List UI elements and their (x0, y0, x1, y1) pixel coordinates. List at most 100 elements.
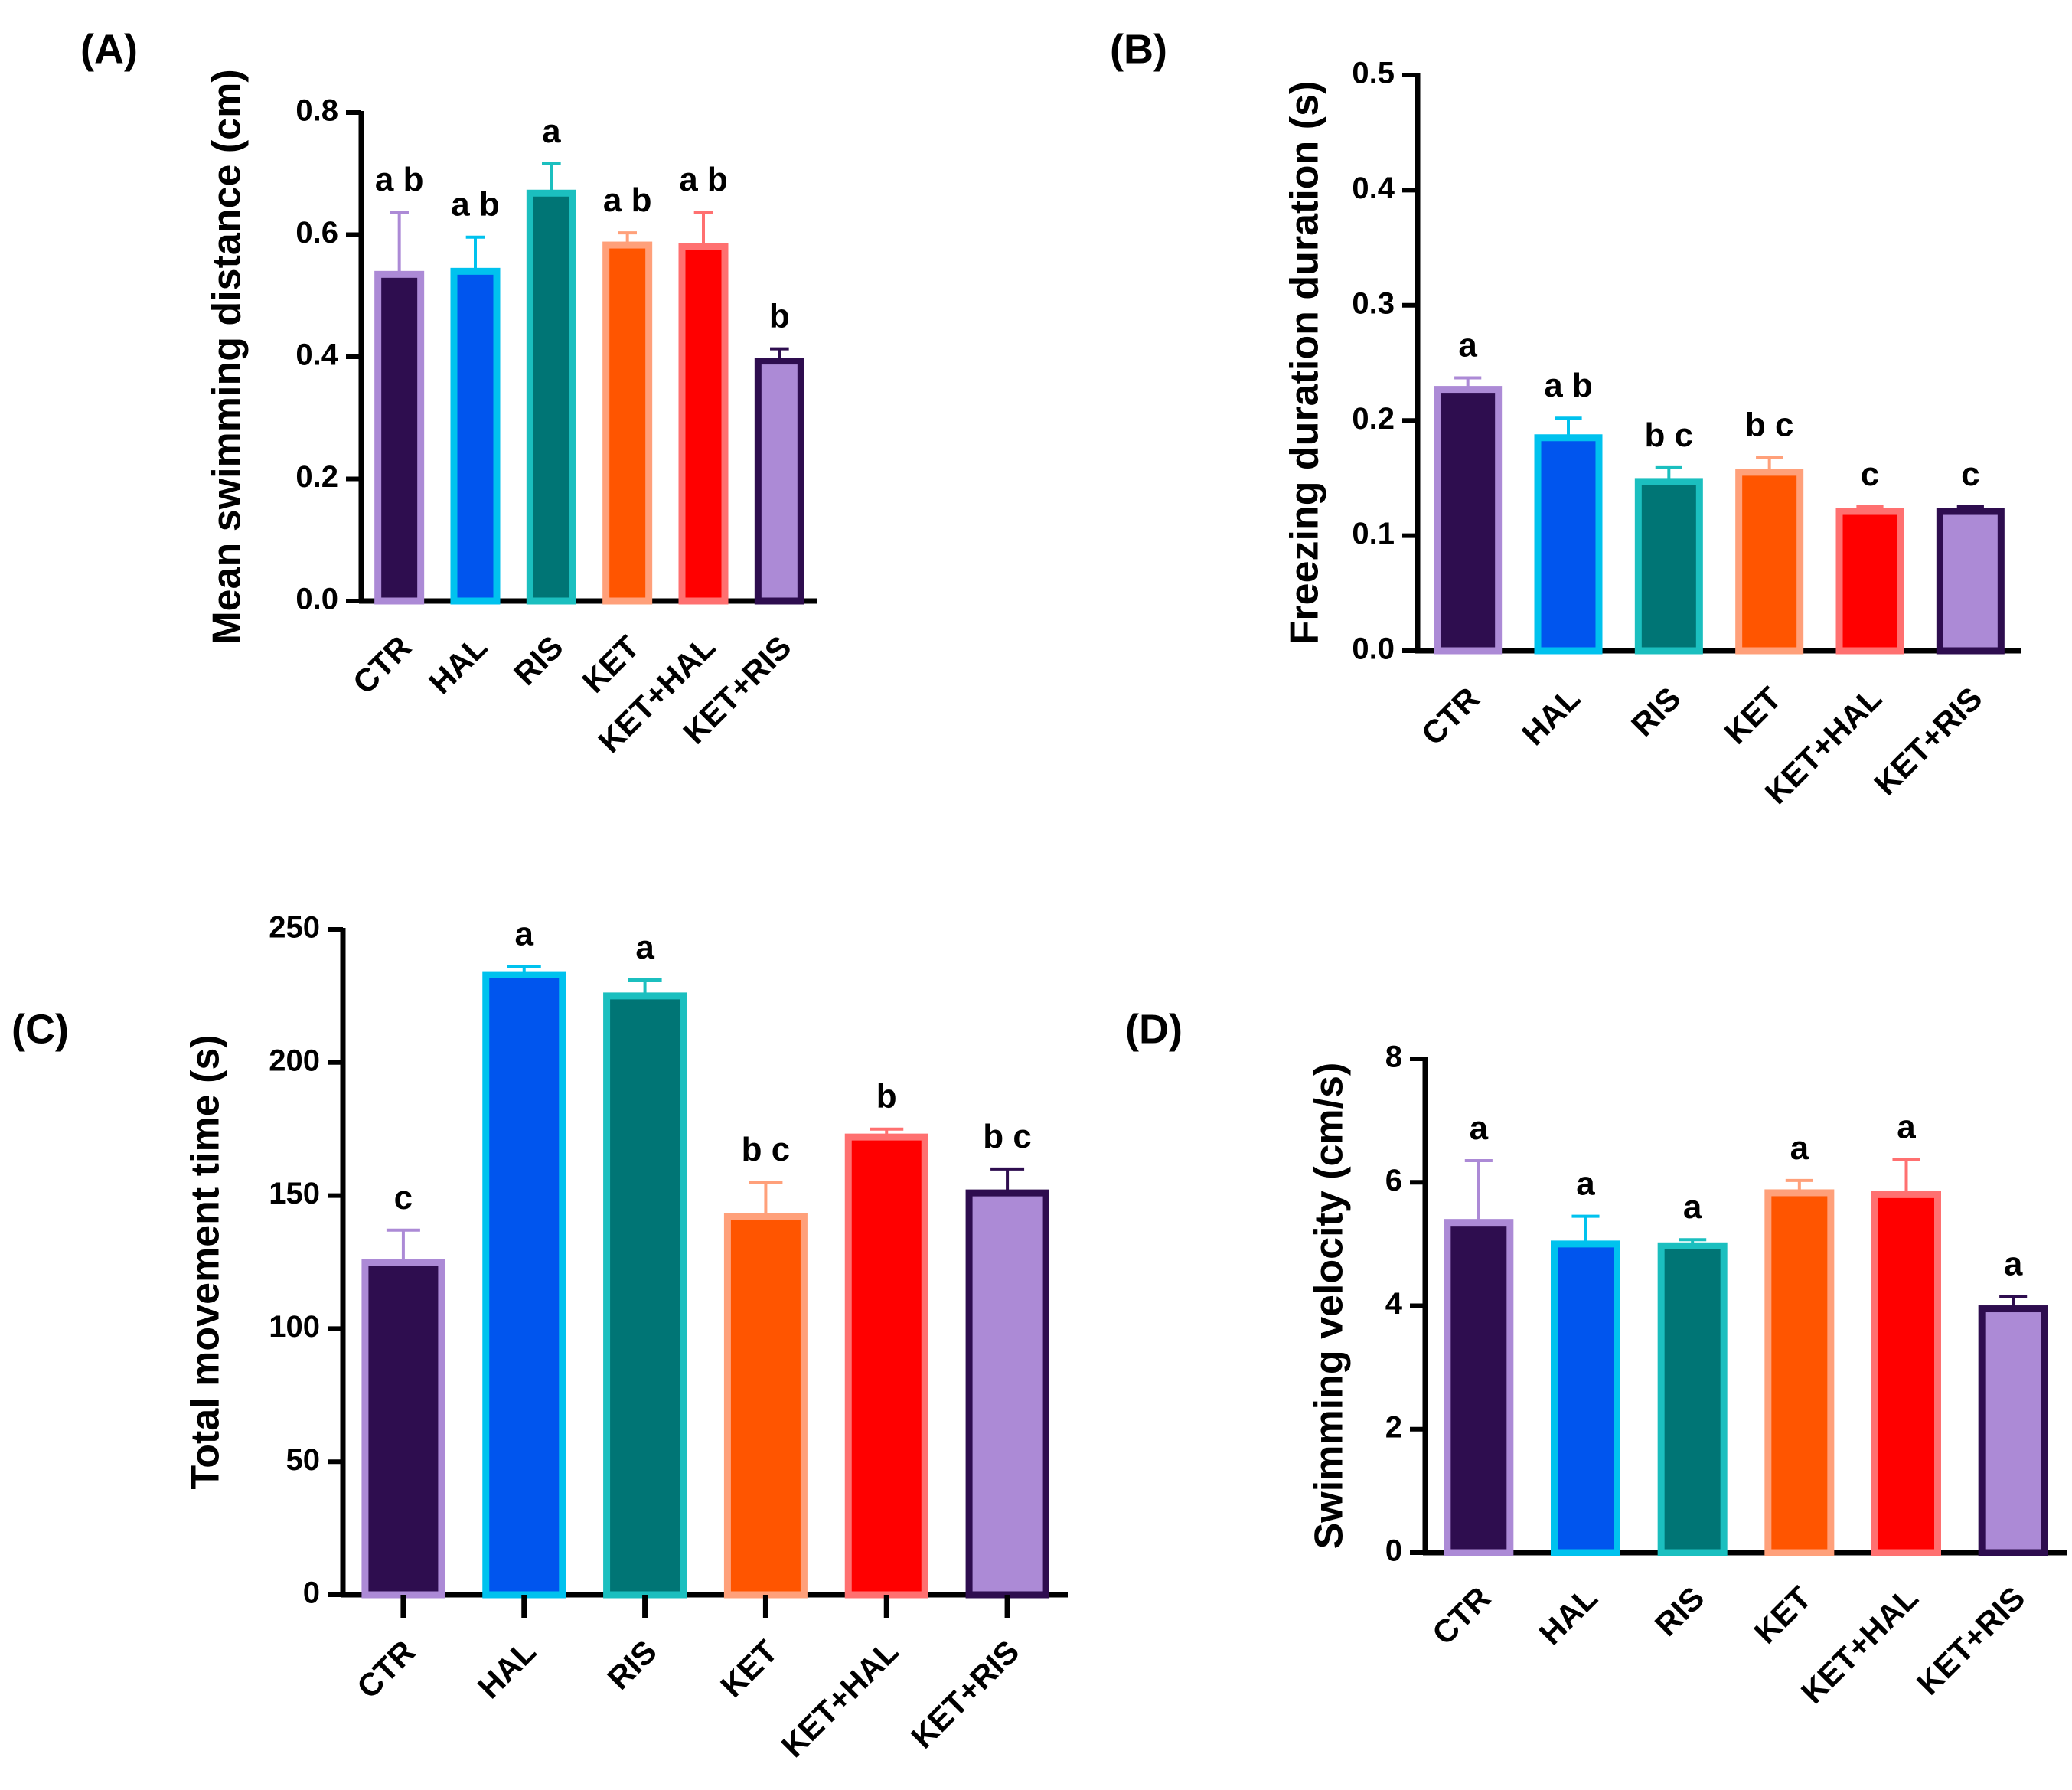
bar-ris (526, 189, 576, 605)
panel-label-d: (D) (1125, 1006, 1183, 1052)
significance-label: a b (451, 186, 500, 224)
bar-ket (723, 1213, 808, 1599)
y-tick-label: 0.6 (295, 216, 338, 250)
panel-d: (D) 0 2 4 6 8 Swimming velocity (cm/s) a CTR a HAL… (1125, 1006, 2067, 1710)
significance-label: c (1961, 456, 1979, 493)
bar-ctr (361, 1259, 445, 1599)
x-category-label: CTR (1415, 680, 1486, 752)
x-category-label: KET (1747, 1579, 1819, 1651)
y-axis-title-d: Swimming velocity (cm/s) (1307, 1063, 1352, 1550)
x-category-label: KET+RIS (1867, 680, 1989, 802)
bar-ket (1735, 469, 1804, 655)
significance-label: c (1861, 456, 1879, 493)
bar-ris (1634, 478, 1703, 655)
bar-ket-ris (965, 1189, 1049, 1599)
panel-label-a: (A) (80, 26, 138, 72)
significance-label: a b (679, 161, 728, 198)
y-tick-label: 200 (269, 1044, 320, 1077)
significance-label: b c (983, 1118, 1032, 1155)
y-tick-label: 8 (1385, 1040, 1402, 1074)
y-tick-label: 100 (269, 1310, 320, 1344)
bar-hal (482, 971, 566, 1599)
significance-label: a b (1544, 367, 1593, 404)
x-category-label: CTR (350, 1633, 422, 1705)
bar-ctr (374, 270, 425, 605)
panel-label-b: (B) (1110, 26, 1167, 72)
significance-label: a (1897, 1108, 1916, 1145)
bar-ket-hal (1871, 1191, 1941, 1556)
significance-label: a (1470, 1109, 1489, 1147)
significance-label: a (1790, 1129, 1809, 1167)
x-category-label: HAL (422, 629, 494, 701)
significance-label: b c (1745, 406, 1794, 443)
y-tick-label: 0.5 (1352, 57, 1395, 90)
significance-label: b (876, 1078, 897, 1115)
significance-label: a (1458, 327, 1477, 364)
y-axis-title-b: Freezing duration duration (s) (1283, 81, 1327, 645)
y-tick-label: 0.4 (1352, 171, 1395, 205)
panel-label-c: (C) (11, 1006, 69, 1052)
x-category-label: HAL (1515, 680, 1587, 752)
bar-ket-hal (1835, 508, 1904, 655)
y-tick-label: 0.0 (1352, 632, 1395, 666)
significance-label: b c (742, 1131, 791, 1168)
y-tick-label: 0.3 (1352, 286, 1395, 320)
y-tick-label: 250 (269, 911, 320, 945)
panel-a: (A) 0.0 0.2 0.4 0.6 0.8 Mean swimming distance… (80, 26, 817, 759)
significance-label: a (635, 929, 654, 966)
panel-c: (C) 0 50 100 150 200 250 Total movement time (s… (11, 911, 1068, 1764)
significance-label: a (515, 916, 534, 953)
x-category-label: RIS (507, 629, 570, 692)
bar-ris (603, 992, 687, 1599)
bar-ket (602, 241, 653, 605)
significance-label: a b (603, 181, 652, 219)
y-tick-label: 2 (1385, 1410, 1402, 1444)
bar-hal (1551, 1240, 1620, 1556)
bar-hal (1534, 434, 1603, 655)
bar-ket-ris (1936, 508, 2005, 655)
x-category-label: RIS (600, 1633, 664, 1697)
x-category-label: RIS (1648, 1579, 1711, 1643)
panel-b: (B) 0.0 0.1 0.2 0.3 0.4 0.5 Freezing duration d… (1110, 26, 2021, 811)
y-tick-label: 0.2 (295, 460, 338, 494)
x-category-label: CTR (346, 629, 418, 701)
significance-label: a (2004, 1245, 2023, 1282)
y-tick-label: 50 (286, 1443, 321, 1477)
y-tick-label: 0.0 (295, 583, 338, 616)
y-tick-label: 0 (303, 1576, 320, 1610)
y-tick-label: 0.2 (1352, 402, 1395, 436)
bar-ket (1764, 1189, 1835, 1556)
significance-label: a (542, 113, 561, 150)
y-tick-label: 0 (1385, 1534, 1402, 1568)
bar-ket-hal (678, 243, 729, 605)
x-category-label: KET+RIS (1910, 1579, 2031, 1701)
x-category-label: KET+HAL (775, 1633, 905, 1764)
x-category-label: KET (713, 1633, 785, 1704)
significance-label: b (769, 298, 790, 335)
y-axis-title-c: Total movement time (s) (184, 1034, 228, 1489)
y-tick-label: 0.8 (295, 94, 338, 128)
x-category-label: KET (1717, 680, 1788, 751)
significance-label: a (1683, 1188, 1702, 1226)
x-category-label: KET+RIS (904, 1633, 1026, 1755)
y-tick-label: 150 (269, 1177, 320, 1210)
y-tick-label: 0.1 (1352, 517, 1395, 550)
bar-ket-hal (844, 1133, 928, 1599)
y-axis-title-a: Mean swimming distance (cm) (205, 69, 250, 644)
significance-label: b c (1645, 416, 1694, 454)
bar-ctr (1444, 1219, 1514, 1556)
bar-ket-ris (1978, 1305, 2048, 1556)
x-category-label: HAL (471, 1633, 543, 1705)
bar-ctr (1434, 386, 1503, 655)
x-category-label: KET+HAL (1794, 1579, 1925, 1710)
y-tick-label: 4 (1385, 1287, 1403, 1321)
bar-hal (450, 267, 501, 605)
significance-label: a (1576, 1165, 1595, 1203)
y-tick-label: 0.4 (295, 338, 338, 372)
significance-label: a b (375, 161, 424, 198)
significance-label: c (394, 1179, 413, 1217)
bar-ris (1657, 1242, 1728, 1556)
x-category-label: RIS (1624, 680, 1688, 743)
bar-ket-ris (754, 358, 804, 605)
